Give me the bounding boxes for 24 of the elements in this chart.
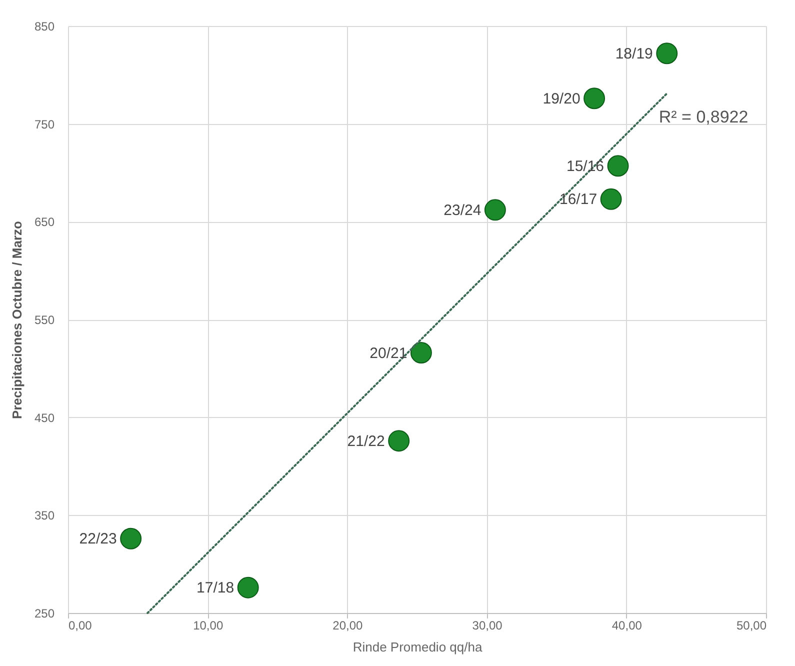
x-tick-label: 50,00 (736, 618, 767, 632)
x-axis-title: Rinde Promedio qq/ha (352, 640, 483, 654)
y-tick-label: 650 (34, 215, 55, 230)
x-tick-label: 10,00 (193, 618, 224, 632)
x-tick-label: 20,00 (332, 618, 364, 632)
y-axis-title: Precipitaciones Octubre / Marzo (9, 220, 24, 419)
y-tick-label: 250 (34, 606, 55, 620)
x-tick-label: 40,00 (612, 618, 642, 632)
annotation: 18/19 (615, 45, 653, 62)
y-tick-label: 550 (34, 313, 55, 327)
y-tick-label: 750 (34, 117, 55, 132)
annotation: 19/20 (542, 90, 580, 108)
x-tick-label: 30,00 (472, 618, 503, 632)
annotation: 21/22 (347, 432, 385, 450)
annotation: R² = 0,8922 (658, 108, 748, 127)
y-tick-label: 450 (34, 410, 55, 425)
y-tick-label: 850 (34, 20, 55, 34)
annotation: 22/23 (79, 530, 117, 548)
y-tick-label: 350 (34, 508, 55, 523)
annotation: 23/24 (444, 202, 482, 219)
annotation: 17/18 (196, 580, 234, 597)
x-tick-label: 0,00 (68, 618, 92, 632)
annotation: 20/21 (370, 344, 408, 362)
annotation: 16/17 (559, 191, 598, 208)
